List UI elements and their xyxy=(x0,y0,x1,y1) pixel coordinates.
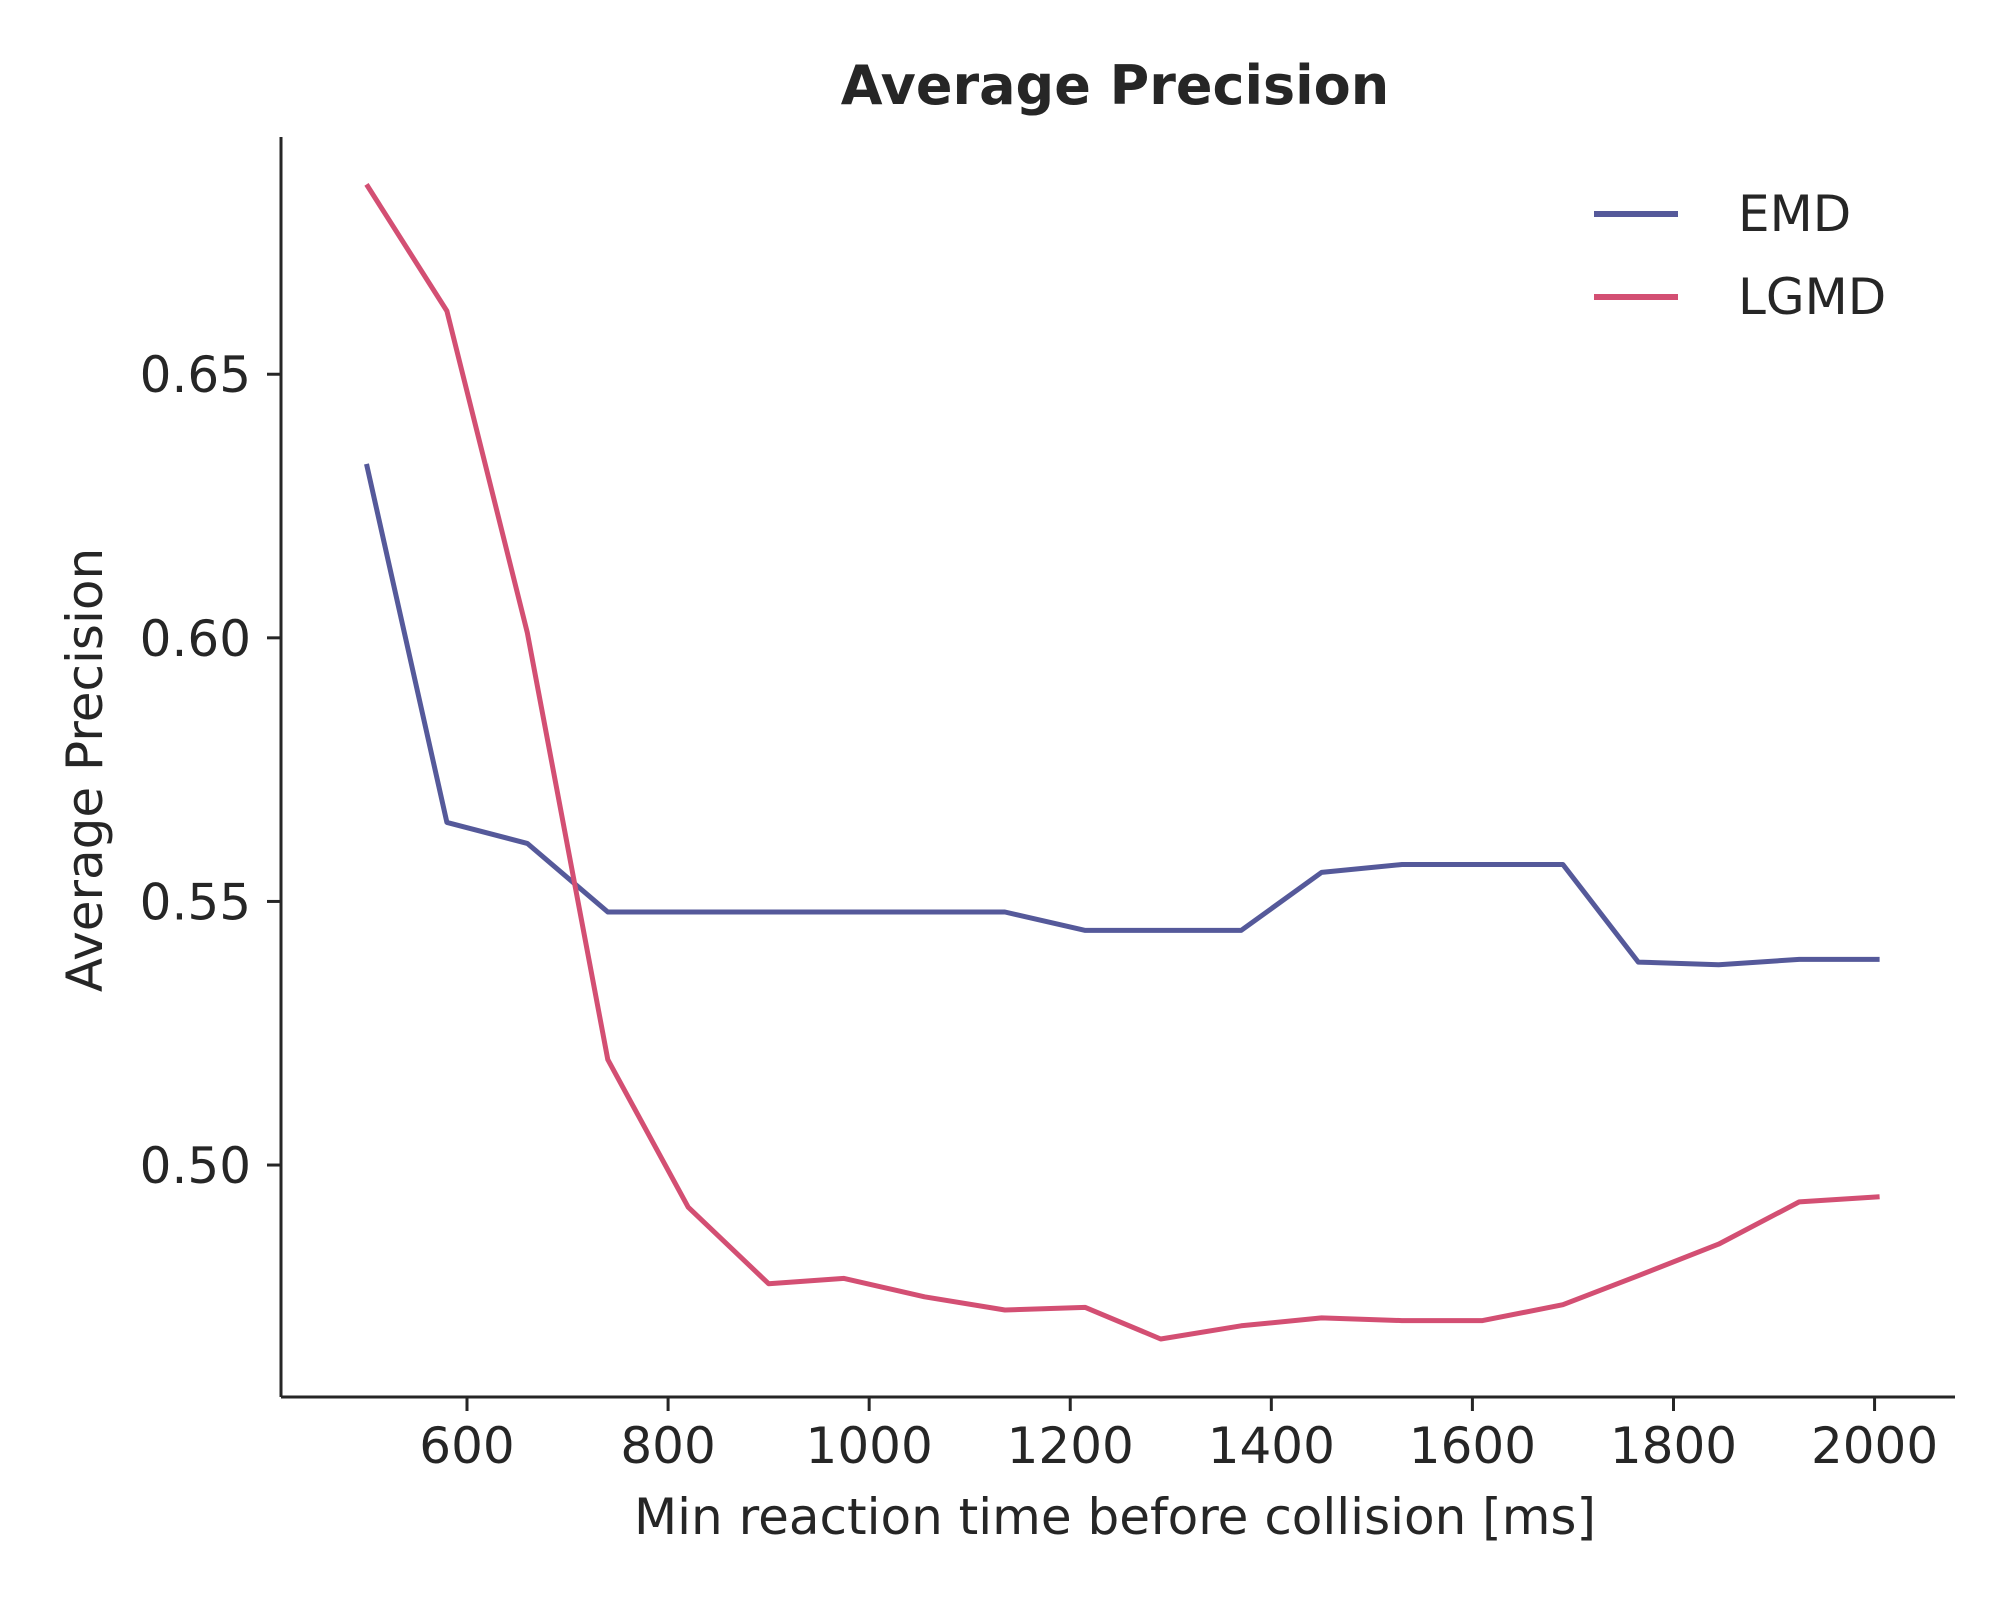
x-axis-label: Min reaction time before collision [ms] xyxy=(634,1488,1596,1546)
legend-item-lgmd: LGMD xyxy=(1594,268,1886,326)
series-line-lgmd xyxy=(364,183,1880,1342)
legend-item-emd: EMD xyxy=(1594,185,1851,243)
series-group xyxy=(364,183,1880,1342)
y-axis-label: Average Precision xyxy=(56,548,114,992)
y-tick-label: 0.50 xyxy=(140,1137,251,1195)
x-tick-label: 800 xyxy=(620,1417,715,1475)
y-ticks: 0.50 0.55 0.60 0.65 xyxy=(140,346,281,1195)
x-tick-label: 1800 xyxy=(1610,1417,1737,1475)
x-ticks: 600 800 1000 1200 1400 1600 1800 2000 xyxy=(419,1397,1938,1475)
legend: EMD LGMD xyxy=(1594,185,1886,326)
x-tick-label: 600 xyxy=(419,1417,514,1475)
y-tick-label: 0.55 xyxy=(140,873,251,931)
legend-label-lgmd: LGMD xyxy=(1738,268,1886,326)
chart-title: Average Precision xyxy=(841,54,1389,117)
x-tick-label: 1000 xyxy=(806,1417,933,1475)
x-axis: 600 800 1000 1200 1400 1600 1800 2000 xyxy=(281,1395,1955,1475)
x-tick-label: 1400 xyxy=(1208,1417,1335,1475)
series-line-emd xyxy=(364,463,1880,968)
x-tick-label: 1600 xyxy=(1409,1417,1536,1475)
y-axis: 0.50 0.55 0.60 0.65 xyxy=(140,137,283,1397)
legend-label-emd: EMD xyxy=(1738,185,1851,243)
x-tick-label: 2000 xyxy=(1811,1417,1938,1475)
y-tick-label: 0.65 xyxy=(140,346,251,404)
y-tick-label: 0.60 xyxy=(140,610,251,668)
x-tick-label: 1200 xyxy=(1007,1417,1134,1475)
